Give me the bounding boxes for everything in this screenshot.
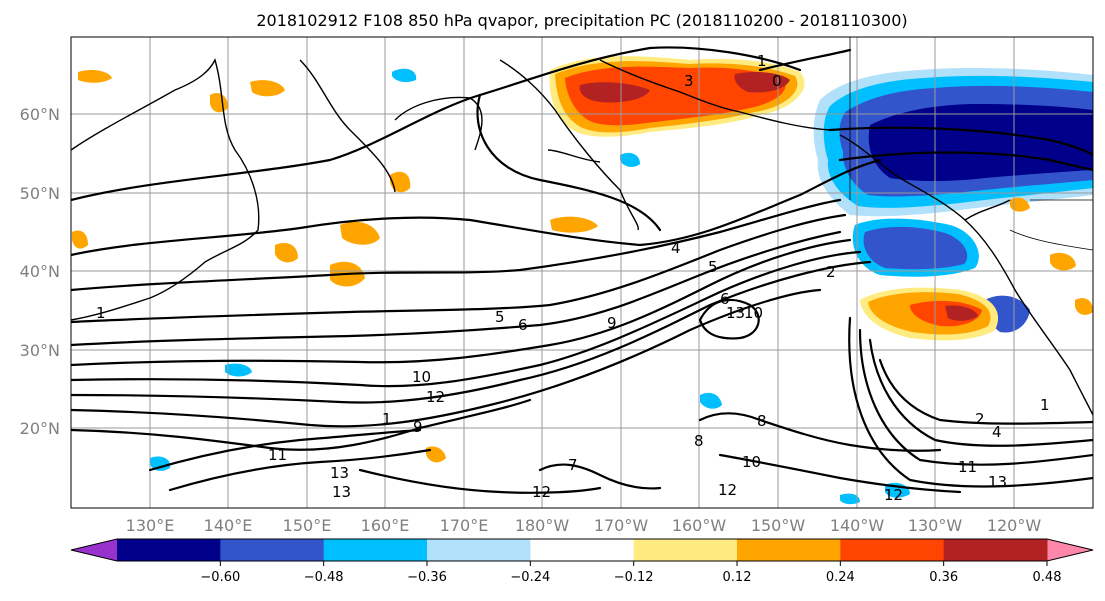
contour-label: 12 xyxy=(426,388,445,406)
colorbar-tick-label: −0.24 xyxy=(510,570,550,585)
anomaly-positive-alaska xyxy=(549,56,805,137)
colorbar-segment xyxy=(840,539,945,561)
lat-label: 30°N xyxy=(20,341,60,360)
figure-title: 2018102912 F108 850 hPa qvapor, precipit… xyxy=(256,11,907,30)
colorbar-segment xyxy=(427,539,531,561)
contour-label: 6 xyxy=(720,290,730,308)
colorbar-segment xyxy=(633,539,738,561)
contour-label: 5 xyxy=(495,308,505,326)
contour-label: 4 xyxy=(992,423,1002,441)
contour-label: 4 xyxy=(671,239,681,257)
contour-label: 12 xyxy=(884,486,903,504)
contour-label: 8 xyxy=(694,432,704,450)
lon-label: 170°W xyxy=(594,516,649,535)
contour-label: 12 xyxy=(718,481,737,499)
contour-label: 10 xyxy=(412,368,431,386)
lat-label: 20°N xyxy=(20,419,60,438)
colorbar-tick-label: 0.48 xyxy=(1033,570,1062,585)
qvapor-contours xyxy=(71,46,1093,494)
contour-label: 7 xyxy=(568,456,578,474)
lon-label: 140°E xyxy=(204,516,253,535)
lon-label: 160°E xyxy=(361,516,410,535)
colorbar-segment xyxy=(737,539,841,561)
contour-label: 2 xyxy=(826,263,836,281)
contour-label: 1 xyxy=(757,52,767,70)
anomaly-positive-northeast-pacific xyxy=(860,287,999,341)
lat-label: 60°N xyxy=(20,105,60,124)
lon-label: 160°W xyxy=(672,516,727,535)
lat-label: 50°N xyxy=(20,184,60,203)
contour-label: 13 xyxy=(330,464,349,482)
colorbar-tick-label: 0.24 xyxy=(826,570,855,585)
colorbar-tick-label: 0.12 xyxy=(723,570,752,585)
contour-label: 11 xyxy=(268,446,287,464)
colorbar-extend-max xyxy=(1047,539,1093,561)
longitude-labels: 130°E 140°E 150°E 160°E 170°E 180°W 170°… xyxy=(126,516,1042,535)
contour-label: 12 xyxy=(532,483,551,501)
colorbar-outline xyxy=(70,538,1094,562)
contour-label: 9 xyxy=(607,314,617,332)
latitude-labels: 60°N 50°N 40°N 30°N 20°N xyxy=(20,105,60,438)
contour-label: 5 xyxy=(708,258,718,276)
colorbar-tick-label: −0.48 xyxy=(304,570,344,585)
map-panel: 1 1 2 3 4 5 6 9 10 12 13 5 6 9 11 13 11 … xyxy=(71,37,1093,508)
contour-label: 3 xyxy=(684,72,694,90)
contour-label: 1 xyxy=(382,410,392,428)
contour-label: 8 xyxy=(757,412,767,430)
lon-label: 140°W xyxy=(830,516,885,535)
colorbar-segment xyxy=(943,539,1048,561)
colorbar-segment xyxy=(220,539,325,561)
colorbar-extend-min xyxy=(71,539,117,561)
colorbar-tick-label: −0.60 xyxy=(200,570,240,585)
map-frame xyxy=(70,36,1094,509)
lon-label: 150°E xyxy=(283,516,332,535)
lon-label: 180°W xyxy=(515,516,570,535)
colorbar-segment xyxy=(323,539,428,561)
contour-label: 9 xyxy=(413,418,423,436)
contour-label: 13 xyxy=(988,473,1007,491)
contour-labels: 1 1 2 3 4 5 6 9 10 12 13 5 6 9 11 13 11 … xyxy=(96,52,1050,504)
lat-label: 40°N xyxy=(20,262,60,281)
coastlines xyxy=(71,37,1093,416)
contour-label: 1 xyxy=(96,304,106,322)
lon-label: 150°W xyxy=(751,516,806,535)
contour-label: 10 xyxy=(744,304,763,322)
colorbar-tick-label: 0.36 xyxy=(929,570,958,585)
lon-label: 120°W xyxy=(987,516,1042,535)
colorbar-segment xyxy=(117,539,221,561)
contour-label: 11 xyxy=(958,458,977,476)
lon-label: 130°E xyxy=(126,516,175,535)
colorbar-segment xyxy=(530,539,635,561)
anomaly-negative-gulf xyxy=(813,67,1093,333)
colorbar-tick-label: −0.12 xyxy=(614,570,654,585)
contour-label: 0 xyxy=(772,72,782,90)
contour-label: 10 xyxy=(742,453,761,471)
contour-label: 1 xyxy=(1040,396,1050,414)
lon-label: 170°E xyxy=(440,516,489,535)
lon-label: 130°W xyxy=(908,516,963,535)
colorbar: −0.60 −0.48 −0.36 −0.24 −0.12 0.12 0.24 0.36 0.4… xyxy=(70,538,1094,585)
contour-label: 2 xyxy=(975,410,985,428)
colorbar-tick-label: −0.36 xyxy=(407,570,447,585)
contour-label: 13 xyxy=(726,304,745,322)
contour-label: 6 xyxy=(518,316,528,334)
contour-label: 13 xyxy=(332,483,351,501)
